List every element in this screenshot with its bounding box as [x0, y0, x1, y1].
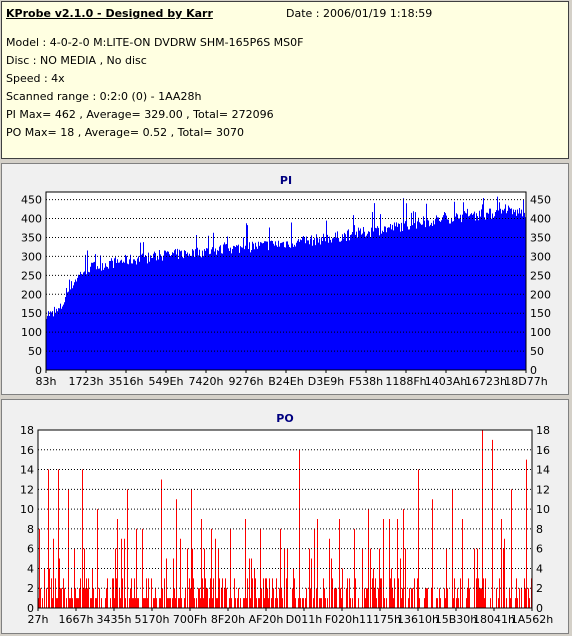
x-tick-label: 1188Fh	[385, 375, 426, 388]
model-line: Model : 4-0-2-0 M:LITE-ON DVDRW SHM-165P…	[6, 36, 304, 49]
x-tick-label: 549Eh	[149, 375, 184, 388]
y-tick-label-right: 6	[536, 543, 543, 556]
y-tick-label-right: 300	[530, 250, 551, 263]
x-tick-label: B24Eh	[268, 375, 303, 388]
y-tick-label-right: 0	[530, 364, 537, 377]
po-chart-panel: PO 0 0 2 2 4 4 6 6 8 8 10 10 12 12 14 14 16 16 18 18 27h 1667h…	[1, 399, 569, 634]
y-tick-label-right: 16	[536, 444, 550, 457]
y-tick-label-right: 18	[536, 424, 550, 437]
x-tick-label: F020h	[325, 613, 359, 626]
range-line: Scanned range : 0:2:0 (0) - 1AA28h	[6, 90, 202, 103]
x-tick-label: D011h	[286, 613, 322, 626]
x-tick-label: 13610h	[397, 613, 439, 626]
y-tick-label-left: 10	[20, 503, 34, 516]
y-tick-label-right: 10	[536, 503, 550, 516]
disc-line: Disc : NO MEDIA , No disc	[6, 54, 147, 67]
y-tick-label-left: 100	[21, 326, 42, 339]
y-tick-label-left: 2	[27, 582, 34, 595]
po-summary-line: PO Max= 18 , Average= 0.52 , Total= 3070	[6, 126, 244, 139]
x-tick-label: 1723h	[69, 375, 104, 388]
x-tick-label: 83h	[36, 375, 57, 388]
x-tick-label: F538h	[349, 375, 383, 388]
y-tick-label-left: 150	[21, 307, 42, 320]
y-tick-label-right: 4	[536, 562, 543, 575]
x-tick-label: 15B30h	[435, 613, 478, 626]
y-tick-label-right: 150	[530, 307, 551, 320]
y-tick-label-right: 0	[536, 602, 543, 615]
y-tick-label-left: 16	[20, 444, 34, 457]
app-title: KProbe v2.1.0 - Designed by Karr	[6, 7, 213, 20]
x-tick-label: 9276h	[229, 375, 264, 388]
y-tick-label-left: 0	[35, 364, 42, 377]
pi-chart: PI 0 0 50 50 100 100 150 150 200 200 250 250 300 300 35…	[21, 174, 551, 388]
x-tick-label: 1667h	[59, 613, 94, 626]
scan-date: Date : 2006/01/19 1:18:59	[286, 7, 433, 20]
chart-title: PI	[280, 174, 292, 187]
y-tick-label-left: 4	[27, 562, 34, 575]
y-tick-label-right: 350	[530, 231, 551, 244]
y-tick-label-right: 50	[530, 345, 544, 358]
info-panel: KProbe v2.1.0 - Designed by Karr Date : …	[1, 1, 569, 159]
y-tick-label-left: 300	[21, 250, 42, 263]
x-tick-label: 7420h	[189, 375, 224, 388]
y-tick-label-left: 50	[28, 345, 42, 358]
y-tick-label-left: 14	[20, 464, 34, 477]
plot-frame	[37, 429, 533, 609]
y-tick-label-right: 400	[530, 213, 551, 226]
x-tick-label: 3435h	[97, 613, 132, 626]
y-tick-label-left: 400	[21, 213, 42, 226]
y-tick-label-left: 12	[20, 483, 34, 496]
x-tick-label: 27h	[28, 613, 49, 626]
y-tick-label-right: 2	[536, 582, 543, 595]
y-tick-label-right: 12	[536, 483, 550, 496]
x-tick-label: AF20h	[249, 613, 284, 626]
chart-title: PO	[276, 412, 293, 425]
y-tick-label-right: 450	[530, 194, 551, 207]
x-tick-label: 3516h	[109, 375, 144, 388]
speed-line: Speed : 4x	[6, 72, 65, 85]
x-tick-label: 8F20h	[211, 613, 245, 626]
po-series	[38, 430, 532, 608]
plot-frame	[45, 191, 527, 371]
x-tick-label: 16723h	[465, 375, 507, 388]
x-tick-label: D3E9h	[308, 375, 344, 388]
x-tick-label: 1403Ah	[425, 375, 468, 388]
y-tick-label-right: 8	[536, 523, 543, 536]
y-tick-label-right: 250	[530, 269, 551, 282]
y-tick-label-right: 14	[536, 464, 550, 477]
x-tick-label: 18D77h	[504, 375, 547, 388]
y-tick-label-left: 6	[27, 543, 34, 556]
x-tick-label: 1A562h	[511, 613, 554, 626]
po-chart: PO 0 0 2 2 4 4 6 6 8 8 10 10 12 12 14 14 16 16 18 18 27h 1667h…	[20, 412, 554, 626]
x-tick-label: 18041h	[473, 613, 515, 626]
x-tick-label: 11175h	[359, 613, 401, 626]
x-tick-label: 5170h	[135, 613, 170, 626]
y-tick-label-right: 200	[530, 288, 551, 301]
pi-chart-panel: PI 0 0 50 50 100 100 150 150 200 200 250 250 300 300 35…	[1, 163, 569, 395]
y-tick-label-left: 250	[21, 269, 42, 282]
y-tick-label-left: 200	[21, 288, 42, 301]
y-tick-label-left: 18	[20, 424, 34, 437]
y-tick-label-left: 350	[21, 231, 42, 244]
x-tick-label: 700Fh	[173, 613, 207, 626]
y-tick-label-left: 450	[21, 194, 42, 207]
y-tick-label-left: 0	[27, 602, 34, 615]
y-tick-label-left: 8	[27, 523, 34, 536]
pi-summary-line: PI Max= 462 , Average= 329.00 , Total= 2…	[6, 108, 274, 121]
y-tick-label-right: 100	[530, 326, 551, 339]
